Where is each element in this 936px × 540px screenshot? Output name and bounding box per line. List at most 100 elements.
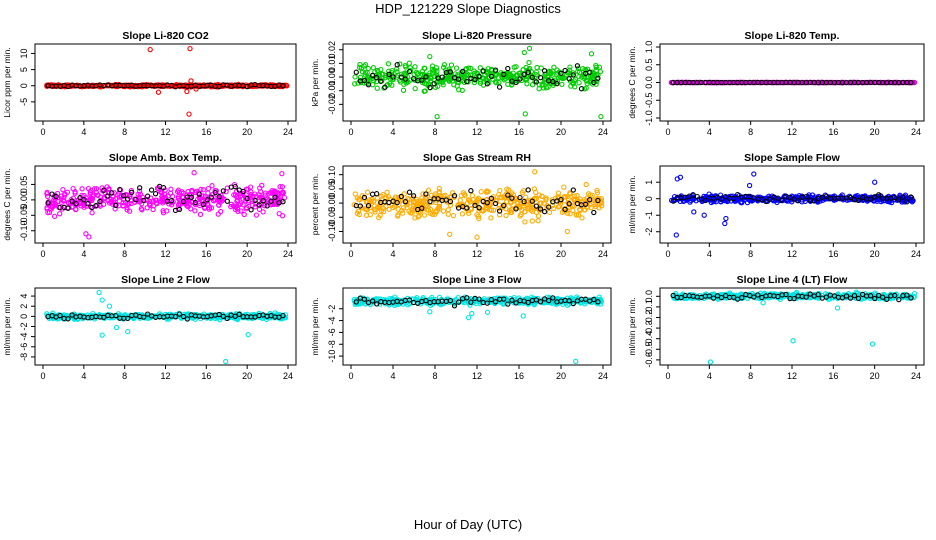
data-point — [362, 62, 369, 68]
data-point — [478, 189, 484, 195]
data-point — [564, 302, 571, 308]
data-point — [197, 195, 203, 201]
data-point — [551, 64, 557, 70]
x-tick-label: 0 — [348, 249, 353, 259]
x-tick-label: 4 — [81, 127, 86, 137]
data-point — [422, 65, 428, 72]
reference-point — [570, 300, 576, 307]
data-point — [466, 210, 472, 216]
data-point — [493, 80, 499, 86]
x-tick-label: 0 — [665, 371, 670, 381]
data-point — [183, 199, 189, 206]
data-point — [450, 297, 457, 304]
reference-point — [374, 301, 380, 307]
data-point — [474, 196, 480, 203]
reference-point — [501, 71, 507, 78]
y-axis-label: ml/min per min. — [627, 175, 637, 233]
reference-point — [141, 197, 147, 204]
reference-point — [562, 206, 568, 213]
x-tick-label: 8 — [432, 127, 437, 137]
data-point — [711, 292, 718, 298]
x-tick-label: 12 — [787, 371, 797, 381]
data-point — [523, 75, 529, 82]
y-tick-label: 0 — [644, 196, 654, 201]
data-point — [378, 66, 384, 73]
data-point-outlier — [99, 332, 105, 338]
data-point — [253, 200, 259, 207]
data-point — [363, 301, 369, 307]
x-tick-label: 8 — [122, 249, 127, 259]
data-point — [194, 188, 200, 194]
reference-point — [823, 193, 829, 199]
data-point — [424, 202, 430, 209]
data-point-outlier — [427, 53, 433, 60]
data-point — [192, 202, 199, 208]
data-point — [52, 192, 58, 198]
data-point — [588, 204, 594, 211]
y-tick-label: 0.5 — [644, 58, 654, 71]
reference-point — [374, 191, 380, 197]
reference-point — [537, 299, 544, 305]
data-point — [219, 197, 225, 204]
reference-point — [65, 316, 71, 322]
data-point — [818, 196, 824, 202]
data-point — [198, 186, 204, 193]
x-tick-label: 20 — [242, 249, 252, 259]
data-point — [159, 190, 165, 196]
reference-point — [451, 303, 458, 309]
data-point — [529, 82, 536, 88]
reference-point — [582, 296, 589, 302]
y-tick-label: -0.2 — [644, 310, 654, 326]
reference-point — [855, 197, 862, 204]
data-point — [668, 79, 674, 86]
reference-point — [670, 198, 676, 204]
data-point — [494, 198, 500, 204]
x-tick-label: 20 — [870, 127, 880, 137]
data-point — [402, 62, 408, 69]
data-point — [79, 186, 85, 192]
x-tick-label: 16 — [201, 371, 211, 381]
data-point — [215, 211, 221, 217]
reference-point — [537, 74, 544, 81]
series-points — [670, 289, 918, 365]
reference-point — [353, 69, 359, 75]
reference-point — [867, 196, 874, 202]
data-point — [200, 187, 206, 193]
data-point — [428, 75, 434, 81]
data-point — [508, 76, 515, 82]
reference-point — [101, 187, 107, 193]
reference-point — [390, 74, 396, 80]
y-tick-label: 0.00 — [327, 68, 337, 86]
reference-point — [734, 191, 741, 198]
data-point — [502, 195, 508, 201]
reference-point — [730, 195, 737, 202]
data-point-outlier — [701, 212, 707, 218]
reference-point — [402, 76, 409, 82]
data-point — [538, 200, 544, 206]
data-point — [425, 207, 432, 213]
x-tick-label: 20 — [556, 249, 566, 259]
data-point-outlier — [191, 170, 197, 176]
data-point — [62, 191, 68, 197]
reference-point — [476, 296, 482, 302]
reference-point — [574, 63, 581, 69]
reference-point — [472, 76, 478, 83]
data-point — [401, 81, 407, 88]
reference-point — [566, 298, 572, 304]
data-point — [764, 195, 770, 202]
data-point — [206, 206, 212, 212]
data-point — [448, 194, 455, 200]
data-point — [732, 198, 738, 204]
x-tick-label: 8 — [748, 127, 753, 137]
x-tick-label: 24 — [598, 249, 608, 259]
y-tick-label: -2 — [327, 305, 337, 313]
data-point — [522, 209, 528, 215]
data-point — [397, 79, 404, 85]
data-point — [256, 192, 262, 198]
reference-point — [513, 206, 519, 212]
data-point — [176, 189, 183, 196]
data-point — [414, 200, 421, 206]
data-point — [394, 69, 400, 75]
